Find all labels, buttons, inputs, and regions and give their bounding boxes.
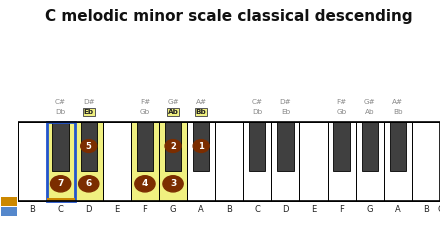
Bar (137, 122, 153, 171)
Circle shape (163, 176, 183, 192)
Text: Bb: Bb (196, 109, 206, 115)
Text: G: G (170, 205, 176, 214)
Bar (334, 122, 350, 171)
Text: Ab: Ab (168, 109, 179, 115)
Text: Gb: Gb (140, 109, 150, 115)
Text: E: E (311, 205, 316, 214)
Text: F: F (339, 205, 344, 214)
Bar (1, 207, 17, 216)
Bar (215, 122, 243, 201)
Bar (193, 122, 209, 171)
Text: D#: D# (83, 99, 95, 105)
Text: G: G (367, 205, 373, 214)
Bar (271, 122, 300, 201)
Text: G#: G# (364, 99, 376, 105)
Text: 2: 2 (170, 142, 176, 151)
Text: 3: 3 (170, 179, 176, 188)
Text: A#: A# (392, 99, 403, 105)
Bar (18, 122, 440, 201)
Text: C: C (437, 205, 440, 214)
Text: F: F (143, 205, 147, 214)
Bar (328, 122, 356, 201)
Bar (412, 122, 440, 201)
Bar (103, 122, 131, 201)
Bar (47, 122, 75, 201)
Text: E: E (114, 205, 119, 214)
Text: Db: Db (252, 109, 263, 115)
Text: A: A (198, 205, 204, 214)
Bar (187, 122, 215, 201)
Text: C: C (58, 205, 63, 214)
Text: Eb: Eb (84, 109, 94, 115)
Text: D: D (282, 205, 289, 214)
Text: C#: C# (55, 99, 66, 105)
Bar (159, 122, 187, 201)
Bar (1, 197, 17, 206)
Circle shape (51, 176, 71, 192)
Text: F#: F# (337, 99, 347, 105)
Bar (249, 122, 265, 171)
Text: 5: 5 (86, 142, 92, 151)
Text: Ab: Ab (365, 109, 374, 115)
Text: C melodic minor scale classical descending: C melodic minor scale classical descendi… (45, 9, 413, 24)
Bar (277, 122, 293, 171)
Text: 1: 1 (198, 142, 204, 151)
Text: A: A (395, 205, 401, 214)
Text: Gb: Gb (337, 109, 347, 115)
Bar (75, 122, 103, 201)
Text: D#: D# (279, 99, 291, 105)
Text: B: B (423, 205, 429, 214)
Text: F#: F# (140, 99, 150, 105)
Text: C: C (254, 205, 260, 214)
Text: A#: A# (195, 99, 207, 105)
Circle shape (165, 140, 181, 153)
Bar (356, 122, 384, 201)
Bar (47, 198, 75, 201)
Circle shape (135, 176, 155, 192)
Bar (47, 122, 75, 201)
Text: 4: 4 (142, 179, 148, 188)
Text: D: D (85, 205, 92, 214)
Text: basicmusictheory.com: basicmusictheory.com (7, 75, 12, 141)
Text: 6: 6 (86, 179, 92, 188)
Text: 7: 7 (58, 179, 64, 188)
Text: B: B (29, 205, 36, 214)
Bar (243, 122, 271, 201)
Bar (300, 122, 328, 201)
Bar (131, 122, 159, 201)
Bar (390, 122, 406, 171)
Circle shape (193, 140, 209, 153)
Bar (18, 122, 47, 201)
Bar (362, 122, 378, 171)
Text: Bb: Bb (393, 109, 403, 115)
Circle shape (79, 176, 99, 192)
Circle shape (81, 140, 97, 153)
Text: B: B (226, 205, 232, 214)
Text: Eb: Eb (281, 109, 290, 115)
Text: Db: Db (55, 109, 66, 115)
Bar (52, 122, 69, 171)
Bar (384, 122, 412, 201)
Text: C#: C# (252, 99, 263, 105)
Bar (81, 122, 97, 171)
Bar (165, 122, 181, 171)
Text: G#: G# (167, 99, 179, 105)
